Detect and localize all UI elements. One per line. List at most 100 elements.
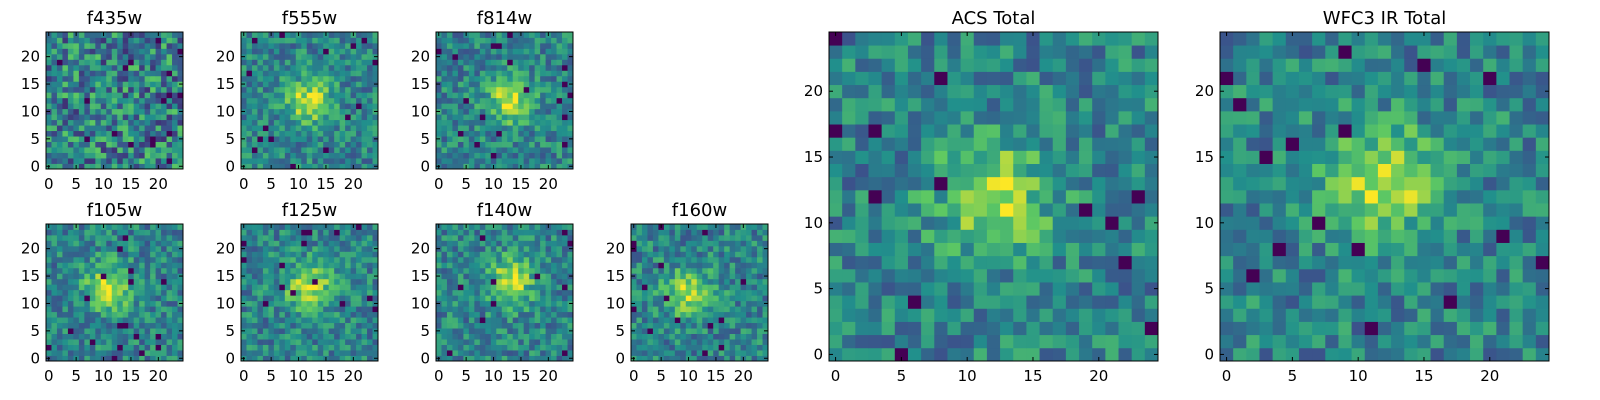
- heatmap-cell: [641, 300, 648, 307]
- heatmap-cell: [485, 48, 492, 55]
- heatmap-cell: [512, 42, 519, 49]
- heatmap-cell: [46, 333, 52, 340]
- heatmap-cell: [1000, 321, 1014, 336]
- heatmap-cell: [257, 256, 264, 263]
- heatmap-cell: [78, 229, 85, 236]
- heatmap-cell: [84, 114, 91, 121]
- heatmap-cell: [485, 103, 492, 110]
- heatmap-cell: [328, 42, 335, 49]
- heatmap-cell: [457, 64, 464, 71]
- heatmap-cell: [117, 350, 124, 356]
- heatmap-cell: [674, 256, 681, 263]
- heatmap-cell: [257, 59, 264, 66]
- heatmap-cell: [507, 163, 514, 170]
- heatmap-cell: [556, 152, 563, 159]
- heatmap-cell: [312, 70, 319, 77]
- heatmap-cell: [106, 240, 113, 247]
- heatmap-cell: [724, 267, 731, 274]
- heatmap-cell: [636, 333, 643, 340]
- heatmap-cell: [317, 240, 324, 247]
- heatmap-cell: [881, 216, 896, 230]
- heatmap-cell: [468, 32, 475, 38]
- heatmap-cell: [295, 152, 302, 159]
- heatmap-cell: [262, 317, 269, 324]
- heatmap-cell: [133, 355, 140, 362]
- heatmap-cell: [268, 59, 275, 66]
- heatmap-cell: [150, 86, 156, 93]
- heatmap-cell: [512, 97, 519, 104]
- heatmap-cell: [921, 150, 935, 164]
- heatmap-cell: [441, 311, 448, 318]
- heatmap-cell: [647, 289, 654, 296]
- heatmap-cell: [128, 119, 135, 126]
- heatmap-cell: [534, 295, 541, 302]
- heatmap-cell: [279, 141, 286, 148]
- heatmap-cell: [345, 136, 351, 142]
- heatmap-cell: [707, 229, 714, 236]
- heatmap-cell: [529, 103, 536, 110]
- heatmap-cell: [636, 311, 643, 318]
- heatmap-cell: [496, 136, 503, 142]
- heatmap-cell: [556, 130, 563, 137]
- heatmap-cell: [295, 234, 302, 241]
- heatmap-cell: [84, 339, 91, 345]
- heatmap-cell: [729, 322, 736, 329]
- heatmap-cell: [685, 273, 692, 280]
- y-tick-label: 5: [420, 130, 430, 148]
- heatmap-cell: [474, 245, 481, 252]
- heatmap-cell: [356, 103, 362, 110]
- heatmap-cell: [540, 136, 546, 142]
- heatmap-cell: [279, 311, 286, 318]
- heatmap-cell: [367, 306, 373, 313]
- heatmap-cell: [1092, 282, 1106, 296]
- heatmap-cell: [46, 147, 52, 153]
- heatmap-cell: [295, 59, 302, 66]
- heatmap-cell: [361, 103, 368, 110]
- heatmap-cell: [257, 103, 264, 110]
- heatmap-cell: [161, 37, 167, 44]
- heatmap-cell: [279, 32, 286, 38]
- heatmap-cell: [166, 350, 173, 356]
- heatmap-cell: [474, 311, 481, 318]
- heatmap-cell: [328, 163, 335, 170]
- heatmap-cell: [139, 152, 146, 159]
- heatmap-cell: [1118, 216, 1133, 230]
- heatmap-cell: [350, 328, 357, 334]
- heatmap-cell: [95, 70, 102, 77]
- heatmap-cell: [1013, 255, 1027, 270]
- heatmap-cell: [702, 245, 709, 252]
- heatmap-cell: [150, 311, 156, 318]
- heatmap-cell: [1013, 229, 1027, 243]
- heatmap-cell: [73, 339, 80, 345]
- heatmap-cell: [855, 282, 869, 296]
- heatmap-cell: [128, 245, 135, 252]
- heatmap-cell: [161, 64, 167, 71]
- heatmap-cell: [350, 251, 357, 258]
- heatmap-cell: [262, 119, 269, 126]
- heatmap-cell: [452, 75, 459, 82]
- heatmap-cell: [51, 97, 58, 104]
- heatmap-cell: [463, 350, 470, 356]
- heatmap-cell: [1079, 203, 1093, 217]
- heatmap-cell: [367, 328, 373, 334]
- heatmap-cell: [842, 189, 856, 204]
- heatmap-cell: [636, 344, 643, 351]
- heatmap-cell: [479, 240, 486, 247]
- heatmap-cell: [150, 48, 156, 55]
- heatmap-cell: [512, 229, 519, 236]
- heatmap-cell: [317, 64, 324, 71]
- heatmap-cell: [947, 216, 961, 230]
- heatmap-cell: [273, 284, 280, 291]
- heatmap-cell: [323, 344, 330, 351]
- heatmap-cell: [1144, 282, 1159, 296]
- heatmap-cell: [106, 97, 113, 104]
- heatmap-cell: [523, 130, 530, 137]
- heatmap-cell: [128, 75, 135, 82]
- heatmap-cell: [691, 322, 698, 329]
- heatmap-cell: [490, 256, 497, 263]
- heatmap-cell: [507, 350, 514, 356]
- heatmap-cell: [246, 114, 253, 121]
- heatmap-cell: [523, 234, 530, 241]
- heatmap-cell: [334, 147, 341, 153]
- heatmap-cell: [496, 97, 503, 104]
